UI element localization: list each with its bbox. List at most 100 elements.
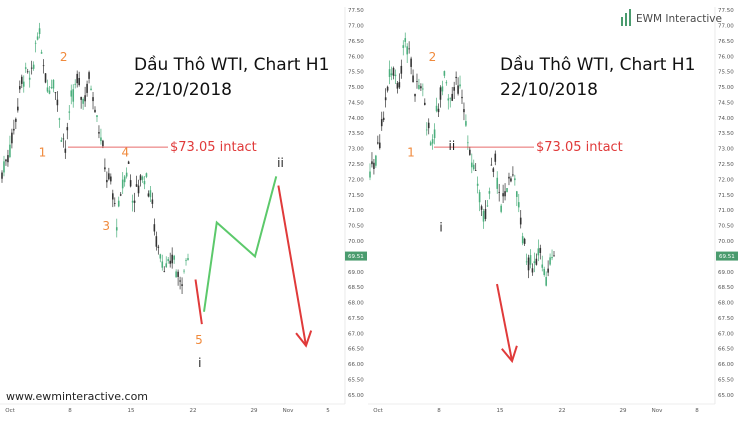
price-tag-label: 69.51 (719, 254, 735, 260)
candle-body (24, 67, 27, 69)
candle-body (125, 172, 128, 177)
candle-body (375, 155, 377, 166)
candle-body (523, 238, 526, 244)
candle-body (553, 255, 555, 257)
candle-body (179, 280, 181, 282)
y-tick-label: 68.50 (718, 285, 734, 291)
candle-body (408, 48, 410, 50)
candle-body (378, 142, 381, 149)
level-label: $73.05 intact (170, 140, 257, 155)
candle-body (521, 236, 524, 244)
candle-body (149, 190, 152, 198)
logo-bar-2 (625, 13, 627, 26)
left-candles (1, 22, 189, 294)
candle-body (141, 176, 144, 180)
candle-body (539, 247, 542, 253)
candle-body (70, 90, 73, 97)
candle-body (9, 144, 11, 157)
candle-body (484, 209, 487, 219)
candle-body (533, 261, 536, 263)
candle-body (11, 132, 13, 144)
y-tick-label: 76.00 (718, 54, 734, 60)
right-projections (496, 283, 518, 364)
candle-body (384, 97, 387, 101)
candle-body (102, 140, 104, 147)
y-tick-label: 75.50 (348, 70, 364, 76)
candle-body (169, 260, 171, 264)
candle-body (486, 205, 489, 207)
candle-body (157, 246, 160, 248)
candle-body (467, 142, 469, 144)
candle-body (402, 45, 405, 48)
y-tick-label: 72.00 (348, 177, 364, 183)
logo-bar-1 (621, 17, 623, 26)
candle-body (455, 76, 457, 79)
x-tick-label: 22 (559, 408, 566, 414)
candle-body (443, 71, 446, 76)
candle-body (3, 161, 5, 173)
x-tick-label: 15 (128, 408, 135, 414)
right-chart-title: Dầu Thô WTI, Chart H1 (500, 54, 695, 75)
wave-label: i (198, 356, 201, 370)
right-price-tag: 69.51 (716, 251, 738, 261)
candle-body (46, 87, 49, 92)
candle-body (474, 170, 477, 171)
left-projections (194, 176, 313, 348)
y-tick-label: 65.00 (348, 393, 364, 399)
candle-body (42, 65, 45, 67)
candle-body (17, 106, 19, 111)
candle-body (547, 268, 549, 273)
candle-body (84, 95, 86, 102)
candle-body (396, 82, 399, 89)
candle-body (86, 83, 88, 93)
candle-body (506, 188, 508, 192)
candle-body (435, 105, 438, 112)
candle-body (478, 192, 481, 203)
candle-body (492, 168, 495, 172)
candle-body (545, 277, 547, 286)
right-chart-panel: 77.50 77.00 76.50 76.00 75.50 75.00 74.50 74.00… (368, 7, 738, 414)
candle-body (127, 161, 130, 164)
wave-label: 2 (60, 50, 68, 64)
candle-body (90, 88, 92, 91)
right-x-axis: Oct 8 15 22 29 Nov 8 (373, 408, 699, 414)
candle-body (394, 74, 397, 77)
candle-body (147, 193, 150, 197)
y-tick-label: 74.00 (348, 116, 364, 122)
y-tick-label: 73.50 (718, 131, 734, 137)
candle-body (457, 85, 459, 94)
candle-body (92, 97, 94, 102)
wave-label: 2 (429, 50, 437, 64)
candle-body (78, 78, 80, 86)
y-tick-label: 68.00 (348, 301, 364, 307)
candle-body (508, 176, 510, 179)
candle-body (382, 117, 385, 121)
candle-body (531, 268, 534, 273)
candle-body (58, 118, 61, 120)
candle-body (410, 58, 412, 67)
brand-name: EWM Interactive (636, 13, 722, 25)
candle-body (129, 180, 132, 187)
candle-body (113, 203, 116, 204)
y-tick-label: 73.00 (348, 147, 364, 153)
y-tick-label: 77.00 (348, 23, 364, 29)
logo-bar-3 (629, 9, 631, 26)
wave-label: 5 (195, 333, 203, 347)
candle-body (398, 82, 401, 88)
right-wave-labels: 21 iii (407, 50, 455, 235)
candle-body (80, 96, 82, 100)
candle-body (437, 108, 440, 113)
y-tick-label: 70.00 (348, 239, 364, 245)
y-tick-label: 69.00 (348, 270, 364, 276)
candle-body (512, 174, 514, 176)
candle-body (112, 193, 114, 200)
arrow-head (501, 345, 518, 364)
projection-path (194, 279, 203, 325)
candle-body (459, 84, 461, 87)
candle-body (60, 140, 63, 142)
candle-body (5, 159, 7, 162)
candle-body (163, 271, 166, 273)
candle-body (28, 77, 31, 80)
x-tick-label: 29 (620, 408, 627, 414)
